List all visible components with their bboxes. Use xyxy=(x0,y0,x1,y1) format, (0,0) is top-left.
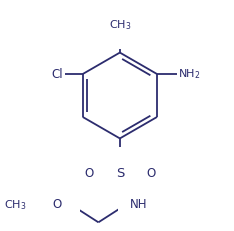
Text: O: O xyxy=(53,198,62,211)
Text: Cl: Cl xyxy=(51,67,63,81)
Text: NH$_2$: NH$_2$ xyxy=(179,67,201,81)
Text: O: O xyxy=(84,167,93,180)
Text: CH$_3$: CH$_3$ xyxy=(4,198,26,212)
Text: S: S xyxy=(116,167,124,180)
Text: NH: NH xyxy=(130,198,147,211)
Text: O: O xyxy=(146,167,156,180)
Text: CH$_3$: CH$_3$ xyxy=(109,18,131,32)
